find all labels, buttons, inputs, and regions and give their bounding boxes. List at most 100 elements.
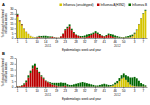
bar-segment xyxy=(119,81,121,87)
tick: 3 xyxy=(134,38,136,44)
bar-segment xyxy=(127,37,129,38)
bar-segment xyxy=(132,36,134,37)
tick: 10 xyxy=(35,87,39,93)
bar-segment xyxy=(19,22,21,38)
bar-segment xyxy=(97,33,99,34)
tick-label: 1 xyxy=(17,40,19,44)
tick-label: 32 xyxy=(83,89,87,93)
bar-segment xyxy=(142,84,144,86)
bar-segment xyxy=(47,81,49,83)
bar-segment xyxy=(58,86,60,87)
bar-segment xyxy=(112,35,114,37)
bar-segment xyxy=(36,37,38,38)
bar-segment xyxy=(145,85,147,86)
bar-segment xyxy=(103,36,105,37)
tick-label: 41 xyxy=(103,40,107,44)
bar-segment xyxy=(19,85,21,86)
bar-segment xyxy=(123,37,125,38)
tick: 19 xyxy=(55,38,59,44)
bar-segment xyxy=(136,30,138,38)
bar-segment xyxy=(99,35,101,38)
bar-segment xyxy=(32,65,34,68)
bar-segment xyxy=(77,83,79,86)
bar-segment xyxy=(45,36,47,38)
bar-segment xyxy=(73,33,75,38)
bar-segment xyxy=(82,82,84,87)
legend: Influenza (unsubtyped)Influenza A(H3N2)I… xyxy=(59,3,147,7)
legend-label: Influenza B xyxy=(132,3,147,7)
bar-segment xyxy=(64,86,66,87)
series xyxy=(17,64,147,87)
bar-segment xyxy=(49,37,51,38)
legend-item: Influenza B xyxy=(128,3,147,7)
bar-segment xyxy=(142,13,144,14)
bar-segment xyxy=(30,35,32,36)
bar-segment xyxy=(121,37,123,38)
tick: 3 xyxy=(134,87,136,93)
bar-segment xyxy=(60,36,62,37)
bar-segment xyxy=(27,75,29,77)
bar-segment xyxy=(62,33,64,34)
bar-segment xyxy=(110,86,112,87)
bar-segment xyxy=(51,37,53,38)
bar-segment xyxy=(145,9,147,11)
tick: 10 xyxy=(10,27,16,31)
bar-segment xyxy=(97,86,99,87)
bar-segment xyxy=(47,37,49,38)
bar-segment xyxy=(92,33,94,34)
bar-segment xyxy=(45,81,47,87)
bar-segment xyxy=(84,37,86,38)
legend-swatch xyxy=(97,4,100,7)
bar-segment xyxy=(62,34,64,38)
bar-segment xyxy=(95,85,97,86)
bar-segment xyxy=(88,34,90,36)
bar-segment xyxy=(19,86,21,87)
bar-segment xyxy=(36,68,38,70)
tick-label: 37 xyxy=(94,89,98,93)
bar-segment xyxy=(97,34,99,38)
bar-segment xyxy=(138,24,140,38)
tick-label: 7 xyxy=(142,89,144,93)
tick: 46 xyxy=(113,87,117,93)
bar-segment xyxy=(134,33,136,34)
bar-segment xyxy=(56,86,58,87)
bar-segment xyxy=(17,15,19,17)
bar-segment xyxy=(106,36,108,38)
bar-segment xyxy=(17,17,19,38)
bar-segment xyxy=(45,80,47,82)
bar-segment xyxy=(71,29,73,30)
bar-segment xyxy=(34,37,36,38)
bar-segment xyxy=(38,37,40,38)
bar-segment xyxy=(86,37,88,38)
bar-segment xyxy=(79,35,81,37)
tick: 1 xyxy=(17,38,19,44)
bar-segment xyxy=(21,24,23,26)
legend-swatch xyxy=(128,4,131,7)
bar-segment xyxy=(66,84,68,86)
y-axis: 0510152025 xyxy=(10,56,16,89)
bar-segment xyxy=(125,36,127,38)
bar-segment xyxy=(19,20,21,22)
bar-segment xyxy=(116,36,118,37)
tick-label: 37 xyxy=(94,40,98,44)
bar-segment xyxy=(114,37,116,38)
bar-segment xyxy=(140,83,142,86)
tick-mark xyxy=(15,28,17,29)
bar-segment xyxy=(43,78,45,79)
bar-segment xyxy=(108,85,110,87)
bar-segment xyxy=(134,77,136,86)
bar-segment xyxy=(103,37,105,38)
bar-segment xyxy=(75,35,77,38)
bar-segment xyxy=(66,28,68,38)
tick-label: 15 xyxy=(10,68,14,72)
tick-mark xyxy=(15,75,17,76)
bar-segment xyxy=(142,13,144,14)
bar-segment xyxy=(51,83,53,85)
bar-segment xyxy=(95,31,97,33)
annotation: 2011 xyxy=(45,93,52,97)
bar-segment xyxy=(56,83,58,86)
bars xyxy=(17,64,147,87)
bar-segment xyxy=(116,84,118,87)
bar-segment xyxy=(140,18,142,19)
bar-segment xyxy=(134,32,136,34)
